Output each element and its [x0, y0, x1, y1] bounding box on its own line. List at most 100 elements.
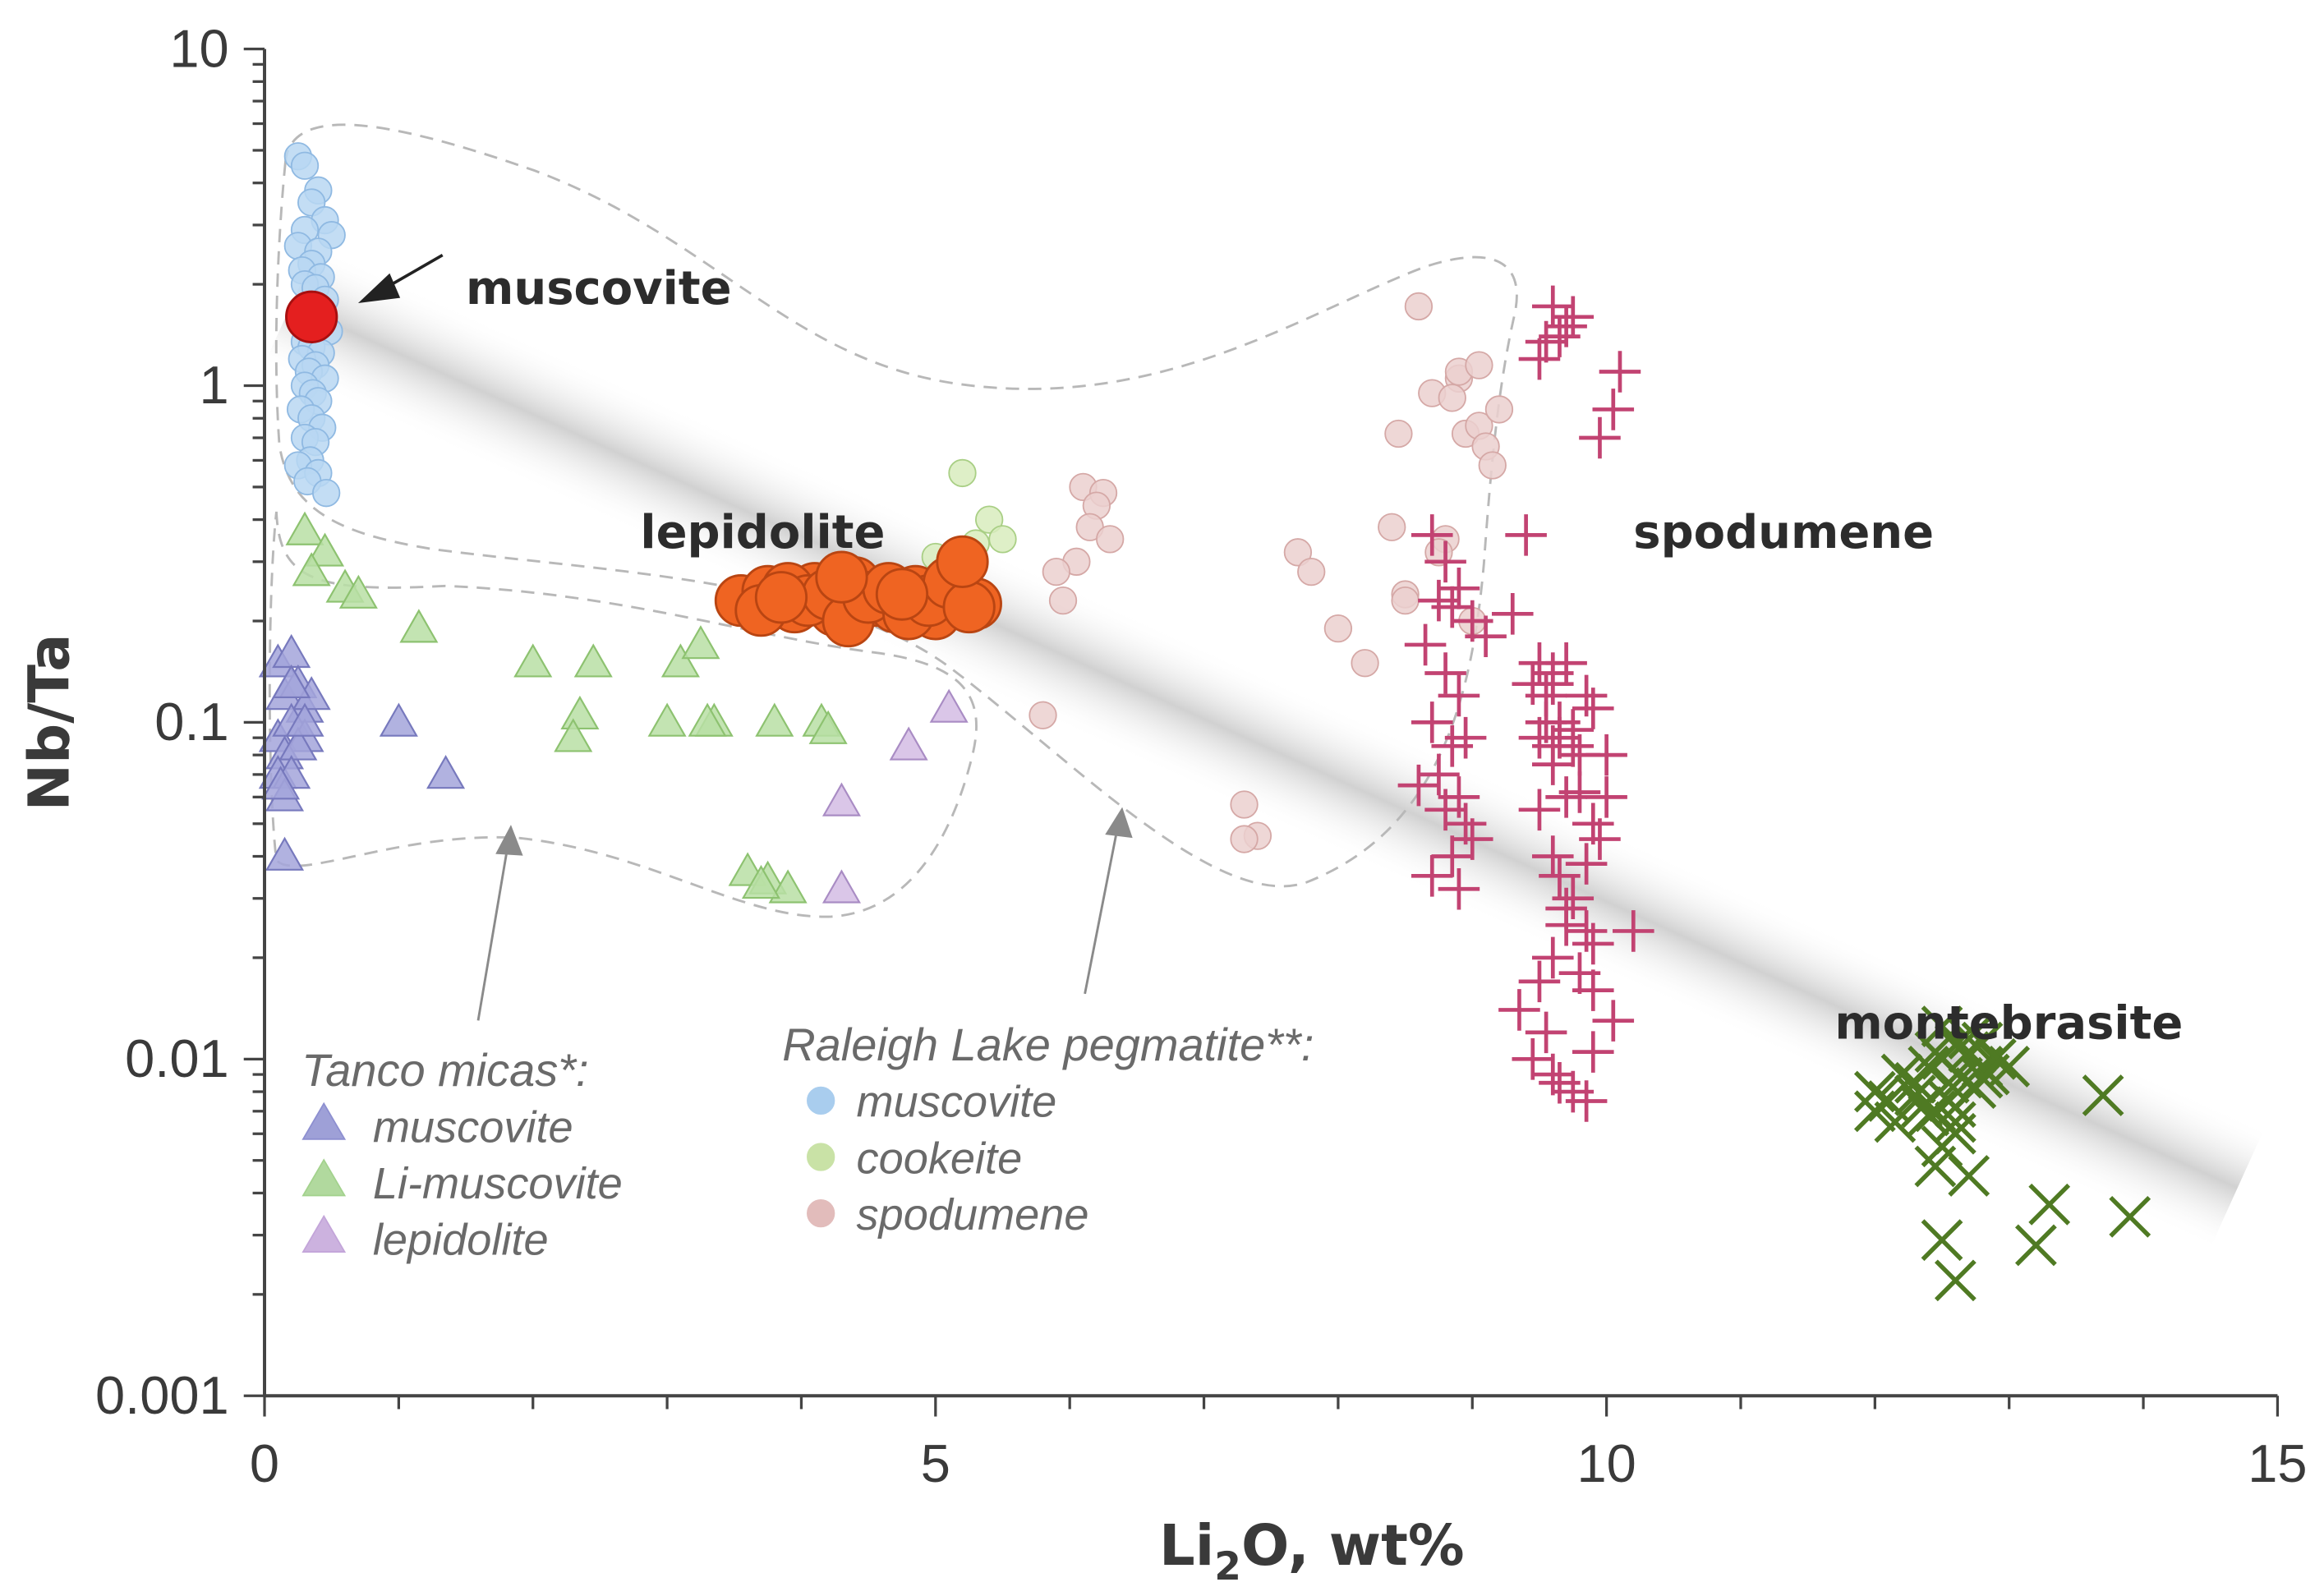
- legend-circle-marker: [807, 1198, 835, 1228]
- data-point: [1880, 1053, 1923, 1096]
- x-tick-label: 15: [2248, 1433, 2307, 1493]
- group-labels: muscovite lepidolite spodumene montebrasite: [466, 262, 2183, 1051]
- y-tick-label: 0.1: [154, 692, 228, 752]
- data-point: [1424, 540, 1466, 583]
- data-point: [2109, 1195, 2151, 1238]
- label-muscovite: muscovite: [466, 262, 732, 315]
- data-point: [1572, 969, 1614, 1011]
- trend-band-shape: [263, 243, 2266, 1249]
- data-point: [1029, 701, 1057, 729]
- data-point: [1558, 734, 1601, 776]
- data-point: [660, 643, 700, 678]
- data-point: [741, 864, 780, 899]
- label-lepidolite: lepidolite: [640, 506, 885, 559]
- lepidolite-this-study-series: [714, 535, 1002, 648]
- montebrasite-this-study-series: [1853, 1005, 2151, 1302]
- muscovite-this-study-series: [285, 290, 338, 343]
- data-point: [1397, 764, 1440, 807]
- data-point: [1532, 936, 1574, 979]
- data-point: [1283, 538, 1313, 567]
- data-point: [272, 664, 311, 699]
- trend-band: [263, 243, 2266, 1249]
- data-point: [1096, 525, 1125, 554]
- data-point: [1934, 1112, 1977, 1155]
- data-point: [2014, 1224, 2057, 1267]
- data-point: [1451, 818, 1493, 860]
- data-point: [1378, 513, 1406, 541]
- data-point: [1874, 1101, 1917, 1143]
- data-point: [929, 688, 969, 723]
- x-tick-label: 0: [250, 1433, 279, 1493]
- data-point: [1565, 1080, 1608, 1122]
- data-point: [1323, 614, 1353, 643]
- x-tick-label: 10: [1576, 1433, 1636, 1493]
- legend-entry-label: spodumene: [857, 1190, 1089, 1240]
- data-point: [1505, 514, 1547, 556]
- data-point: [1545, 887, 1587, 930]
- outline-arrows: [476, 807, 1133, 1021]
- data-point: [1384, 419, 1413, 448]
- legend-triangle-marker: [301, 1214, 347, 1253]
- axis-ticks: 0 5 10 15 0.001 0.01 0.1 1 10: [95, 18, 2308, 1493]
- y-tick-label: 0.01: [125, 1028, 229, 1088]
- tanco-arrowhead: [495, 825, 523, 856]
- data-point: [1552, 296, 1595, 338]
- legend-title: Raleigh Lake pegmatite**:: [782, 1019, 1314, 1070]
- data-point: [1518, 642, 1561, 684]
- legend-tanco-micas: Tanco micas*: muscovite Li-muscovite lepido…: [301, 1044, 623, 1265]
- data-point: [1613, 910, 1654, 952]
- data-point: [1438, 384, 1466, 412]
- data-point: [821, 869, 862, 904]
- data-point: [1491, 593, 1534, 635]
- legends: Tanco micas*: muscovite Li-muscovite lepido…: [301, 1019, 1314, 1265]
- data-point: [1465, 351, 1493, 379]
- data-point: [688, 702, 727, 737]
- y-tick-label: 1: [200, 355, 229, 415]
- data-points: [258, 142, 2151, 1302]
- data-point: [1532, 663, 1574, 705]
- data-point: [285, 290, 338, 343]
- data-point: [754, 571, 808, 624]
- data-point: [1404, 292, 1434, 321]
- data-point: [1948, 1018, 1990, 1060]
- data-point: [513, 643, 553, 678]
- data-point: [1934, 1101, 1977, 1143]
- data-point: [1908, 1046, 1950, 1088]
- y-axis-title: Nb/Ta: [17, 633, 83, 811]
- data-point: [1974, 1037, 2017, 1080]
- data-point: [1539, 855, 1581, 897]
- data-point: [290, 151, 320, 180]
- data-point: [1572, 1031, 1614, 1073]
- data-point: [768, 869, 808, 904]
- tanco-li-muscovite-series: [285, 511, 848, 904]
- legend-entry-label: Li-muscovite: [373, 1159, 623, 1208]
- raleigh-lake-spodumene-series: [1029, 292, 1514, 853]
- legend-triangle-marker: [301, 1102, 347, 1140]
- data-point: [647, 702, 687, 737]
- data-point: [1431, 725, 1474, 767]
- data-point: [1914, 1145, 1957, 1188]
- data-point: [1404, 623, 1447, 666]
- data-point: [808, 710, 848, 744]
- data-point: [815, 550, 868, 604]
- data-point: [1411, 855, 1453, 897]
- data-point: [399, 609, 439, 643]
- data-point: [1572, 688, 1614, 729]
- data-point: [1585, 776, 1627, 818]
- data-point: [338, 574, 378, 609]
- data-point: [1552, 877, 1595, 920]
- spodumene-this-study-series: [1397, 285, 1654, 1122]
- data-point: [1921, 1005, 1963, 1047]
- data-point: [1894, 1074, 1936, 1116]
- data-point: [1853, 1090, 1896, 1133]
- data-point: [573, 643, 613, 678]
- legend-title: Tanco micas*:: [301, 1044, 588, 1096]
- data-point: [1961, 1021, 2004, 1064]
- legend-raleigh-lake: Raleigh Lake pegmatite**: muscovite cookei…: [782, 1019, 1314, 1240]
- data-point: [1572, 803, 1614, 845]
- data-point: [1921, 1219, 1963, 1262]
- data-point: [975, 505, 1004, 534]
- data-point: [1532, 835, 1574, 877]
- data-point: [988, 525, 1017, 554]
